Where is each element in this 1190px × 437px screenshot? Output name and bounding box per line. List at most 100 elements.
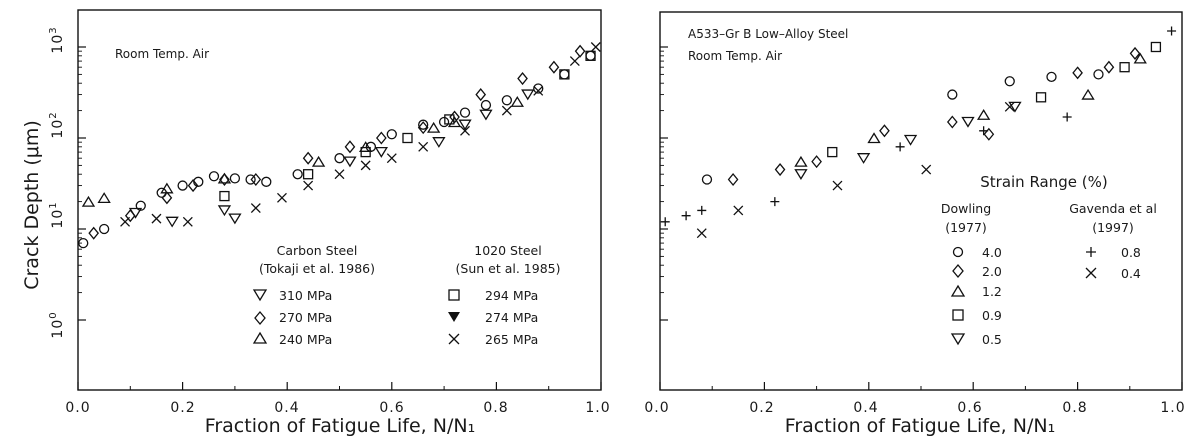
left-legend-col2-source: (Sun et al. 1985) [456, 261, 561, 276]
data-point-x [569, 56, 580, 67]
data-point-diamond [475, 88, 487, 102]
data-point-circle [533, 83, 544, 94]
data-point-x [921, 164, 932, 175]
right-legend-item-1.2: 1.2 [982, 284, 1002, 299]
data-point-diamond [417, 121, 429, 135]
right-chart: 0.0 0.2 0.4 0.6 0.8 1.0 Fraction of Fati… [644, 11, 1185, 437]
data-point-circle [438, 116, 450, 128]
right-legend-item-2.0: 2.0 [982, 264, 1002, 279]
data-point-square [360, 146, 371, 158]
data-point-triangle [81, 195, 96, 207]
data-point-x [250, 203, 261, 213]
data-point-triangle-down [165, 216, 179, 228]
left-annotation: Room Temp. Air [115, 47, 209, 61]
data-point-triangle-down [903, 134, 918, 146]
right-x-tick-label: 0.2 [749, 400, 774, 416]
data-point-square [1035, 92, 1047, 103]
data-point-triangle-down [521, 89, 535, 101]
data-point-square [402, 132, 413, 144]
data-point-circle [585, 50, 596, 61]
right-legend-col2-source: (1997) [1092, 220, 1134, 235]
data-point-circle [99, 223, 110, 235]
right-legend-col1-title: Dowling [941, 201, 991, 216]
right-legend-title: Strain Range (%) [980, 173, 1107, 191]
data-point-plus [1062, 112, 1072, 122]
left-x-tick-label: 0.2 [170, 400, 195, 416]
legend-marker-x [1085, 267, 1097, 279]
data-point-x [1004, 101, 1015, 112]
left-legend-item-310: 310 MPa [279, 288, 332, 303]
data-point-triangle [160, 182, 174, 194]
data-point-x [386, 153, 397, 164]
data-point-plus [660, 217, 670, 227]
data-point-circle [177, 180, 188, 191]
data-point-diamond [517, 72, 528, 86]
data-point-triangle [510, 96, 524, 107]
data-point-diamond [983, 127, 995, 141]
legend-marker-triangle-down [950, 333, 966, 346]
data-point-circle [701, 174, 713, 185]
data-point-triangle [976, 109, 991, 120]
data-point-triangle-down [794, 169, 808, 180]
left-data-points [78, 42, 601, 249]
left-x-tick-label: 0.8 [483, 400, 508, 416]
data-point-circle [334, 153, 345, 164]
left-y-tick-label-10: 101 [48, 201, 66, 228]
data-point-diamond [88, 226, 100, 240]
left-legend-item-265: 265 MPa [485, 332, 538, 347]
data-point-diamond [1072, 66, 1083, 80]
data-point-square [219, 190, 230, 202]
data-point-x [277, 192, 287, 203]
legend-marker-diamond [254, 310, 266, 326]
left-y-axis-title: Crack Depth (μm) [21, 120, 43, 290]
data-point-triangle-down [374, 146, 388, 158]
data-point-triangle [1081, 88, 1095, 100]
right-x-tick-label: 0.6 [957, 400, 982, 416]
data-point-diamond [302, 151, 314, 165]
data-point-triangle [867, 132, 881, 144]
data-point-triangle [358, 141, 373, 152]
data-point-triangle [447, 116, 462, 128]
data-point-x [696, 228, 707, 239]
data-point-circle [480, 99, 492, 111]
right-legend-item-4.0: 4.0 [982, 245, 1002, 260]
left-x-tick-label: 0.6 [379, 400, 404, 416]
left-x-tick-label: 0.4 [274, 400, 299, 416]
data-point-plus [1167, 26, 1177, 36]
data-point-diamond [376, 131, 387, 145]
data-point-diamond [946, 115, 958, 129]
data-point-x [832, 180, 843, 191]
data-point-circle [208, 171, 220, 182]
legend-marker-square [448, 289, 460, 301]
left-chart: Crack Depth (μm) 100 101 102 103 0.0 0.2… [21, 9, 610, 437]
data-point-diamond [774, 163, 786, 177]
data-point-triangle-down [343, 156, 357, 168]
legend-marker-square [952, 309, 964, 321]
right-x-axis-title: Fraction of Fatigue Life, N/N₁ [785, 415, 1055, 437]
legend-marker-x [448, 333, 460, 345]
data-point-x [533, 85, 544, 96]
data-point-circle [292, 169, 303, 180]
data-point-circle [229, 173, 241, 184]
data-point-x [418, 141, 429, 152]
data-point-circle [245, 174, 256, 185]
data-point-x [360, 160, 371, 171]
data-point-x [120, 216, 131, 227]
legend-marker-triangle [950, 284, 966, 297]
right-legend-item-0.4: 0.4 [1121, 266, 1141, 281]
data-point-triangle [794, 155, 808, 167]
data-point-circle [1046, 71, 1057, 82]
data-point-triangle [217, 172, 232, 184]
data-point-circle [459, 107, 471, 118]
right-x-tick-label: 1.0 [1160, 400, 1185, 416]
data-point-square [302, 169, 314, 180]
data-point-circle [1004, 76, 1015, 87]
right-legend-item-0.9: 0.9 [982, 308, 1002, 323]
right-legend-item-0.5: 0.5 [982, 332, 1002, 347]
data-point-triangle-down [856, 153, 871, 164]
right-axis-ticks [659, 46, 1183, 390]
left-legend-col1-title: Carbon Steel [277, 243, 358, 258]
data-point-triangle [311, 155, 326, 167]
data-point-circle [501, 95, 513, 106]
left-x-tick-label: 0.0 [65, 400, 90, 416]
